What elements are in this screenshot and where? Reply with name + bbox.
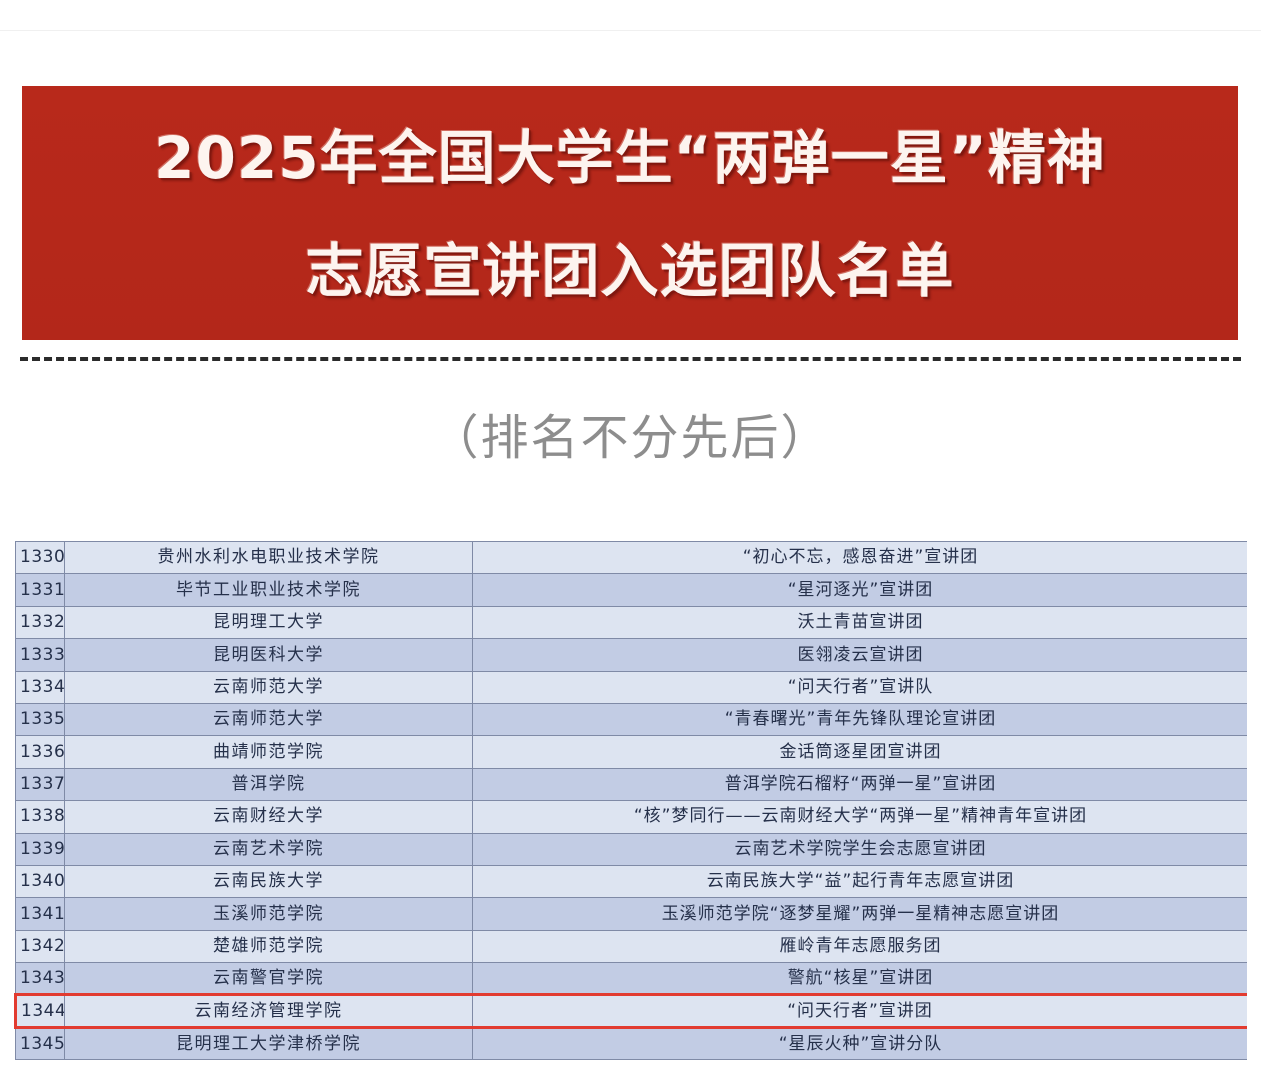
- row-school-cell: 云南警官学院: [64, 962, 473, 996]
- row-index-cell: 1335: [15, 702, 65, 737]
- row-index-cell: 1344: [14, 993, 65, 1029]
- row-index-cell: 1343: [15, 962, 65, 996]
- table-row: 1343 云南警官学院 警航“核星”宣讲团: [15, 962, 1247, 996]
- row-school-cell: 云南师范大学: [64, 670, 473, 704]
- row-team-cell: 云南民族大学“益”起行青年志愿宣讲团: [472, 864, 1247, 899]
- row-school-cell: 贵州水利水电职业技术学院: [64, 541, 473, 575]
- row-index-cell: 1337: [15, 767, 65, 802]
- row-team-cell: 警航“核星”宣讲团: [472, 962, 1247, 996]
- row-team-cell: 玉溪师范学院“逐梦星耀”两弹一星精神志愿宣讲团: [472, 897, 1247, 931]
- title-banner: 2025年全国大学生“两弹一星”精神 志愿宣讲团入选团队名单: [22, 86, 1238, 340]
- row-school-cell: 云南财经大学: [64, 800, 473, 834]
- team-list-body: 1330 贵州水利水电职业技术学院 “初心不忘，感恩奋进”宣讲团 1331 毕节工业职业…: [14, 541, 1247, 1061]
- subtitle-note: （排名不分先后）: [430, 410, 831, 466]
- table-row: 1330 贵州水利水电职业技术学院 “初心不忘，感恩奋进”宣讲团: [15, 541, 1247, 575]
- table-row: 1333 昆明医科大学 医翎凌云宣讲团: [15, 638, 1247, 672]
- row-school-cell: 普洱学院: [64, 767, 473, 802]
- row-school-cell: 云南经济管理学院: [64, 993, 473, 1029]
- row-team-cell: “问天行者”宣讲队: [472, 670, 1247, 704]
- row-school-cell: 昆明理工大学津桥学院: [64, 1026, 473, 1061]
- team-list-table-container: 1330 贵州水利水电职业技术学院 “初心不忘，感恩奋进”宣讲团 1331 毕节工业职业…: [14, 541, 1247, 1088]
- row-school-cell: 楚雄师范学院: [64, 929, 473, 964]
- table-row: 1331 毕节工业职业技术学院 “星河逐光”宣讲团: [15, 573, 1247, 607]
- row-index-cell: 1345: [15, 1026, 65, 1061]
- table-row: 1339 云南艺术学院 云南艺术学院学生会志愿宣讲团: [15, 832, 1247, 866]
- row-school-cell: 昆明医科大学: [64, 638, 473, 672]
- top-hairline: [0, 30, 1261, 31]
- table-row: 1336 曲靖师范学院 金话筒逐星团宣讲团: [15, 735, 1247, 769]
- row-school-cell: 云南民族大学: [64, 864, 473, 899]
- row-team-cell: 沃土青苗宣讲团: [472, 605, 1247, 640]
- row-index-cell: 1341: [15, 897, 65, 931]
- table-row: 1337 普洱学院 普洱学院石榴籽“两弹一星”宣讲团: [15, 767, 1247, 802]
- row-index-cell: 1340: [15, 864, 65, 899]
- row-index-cell: 1334: [15, 670, 65, 704]
- banner-title-line-1: 2025年全国大学生“两弹一星”精神: [154, 124, 1106, 193]
- row-team-cell: “青春曙光”青年先锋队理论宣讲团: [472, 702, 1247, 737]
- row-index-cell: 1333: [15, 638, 65, 672]
- row-index-cell: 1331: [15, 573, 65, 607]
- row-school-cell: 曲靖师范学院: [64, 735, 473, 769]
- row-index-cell: 1339: [15, 832, 65, 866]
- team-list-table: 1330 贵州水利水电职业技术学院 “初心不忘，感恩奋进”宣讲团 1331 毕节工业职业…: [14, 541, 1247, 1061]
- table-row: 1335 云南师范大学 “青春曙光”青年先锋队理论宣讲团: [15, 702, 1247, 737]
- row-team-cell: “星辰火种”宣讲分队: [472, 1026, 1247, 1061]
- row-team-cell: 雁岭青年志愿服务团: [472, 929, 1247, 964]
- row-index-cell: 1336: [15, 735, 65, 769]
- row-team-cell: “初心不忘，感恩奋进”宣讲团: [472, 541, 1247, 575]
- row-team-cell: 普洱学院石榴籽“两弹一星”宣讲团: [472, 767, 1247, 802]
- row-school-cell: 云南师范大学: [64, 702, 473, 737]
- table-row: 1345 昆明理工大学津桥学院 “星辰火种”宣讲分队: [15, 1026, 1247, 1061]
- row-school-cell: 毕节工业职业技术学院: [64, 573, 473, 607]
- row-team-cell: “问天行者”宣讲团: [472, 993, 1247, 1029]
- row-school-cell: 玉溪师范学院: [64, 897, 473, 931]
- table-row: 1341 玉溪师范学院 玉溪师范学院“逐梦星耀”两弹一星精神志愿宣讲团: [15, 897, 1247, 931]
- row-index-cell: 1330: [15, 541, 65, 575]
- row-team-cell: 云南艺术学院学生会志愿宣讲团: [472, 832, 1247, 866]
- table-row: 1344 云南经济管理学院 “问天行者”宣讲团: [14, 993, 1247, 1029]
- row-index-cell: 1342: [15, 929, 65, 964]
- table-row: 1332 昆明理工大学 沃土青苗宣讲团: [15, 605, 1247, 640]
- banner-title-line-2: 志愿宣讲团入选团队名单: [305, 237, 955, 305]
- dashed-divider: [20, 357, 1241, 361]
- row-team-cell: “核”梦同行——云南财经大学“两弹一星”精神青年宣讲团: [472, 800, 1247, 834]
- row-index-cell: 1332: [15, 605, 65, 640]
- row-team-cell: 金话筒逐星团宣讲团: [472, 735, 1247, 769]
- row-school-cell: 云南艺术学院: [64, 832, 473, 866]
- row-school-cell: 昆明理工大学: [64, 605, 473, 640]
- row-team-cell: “星河逐光”宣讲团: [472, 573, 1247, 607]
- table-row: 1338 云南财经大学 “核”梦同行——云南财经大学“两弹一星”精神青年宣讲团: [15, 800, 1247, 834]
- row-index-cell: 1338: [15, 800, 65, 834]
- table-row: 1340 云南民族大学 云南民族大学“益”起行青年志愿宣讲团: [15, 864, 1247, 899]
- row-team-cell: 医翎凌云宣讲团: [472, 638, 1247, 672]
- table-row: 1342 楚雄师范学院 雁岭青年志愿服务团: [15, 929, 1247, 964]
- table-row: 1334 云南师范大学 “问天行者”宣讲队: [15, 670, 1247, 704]
